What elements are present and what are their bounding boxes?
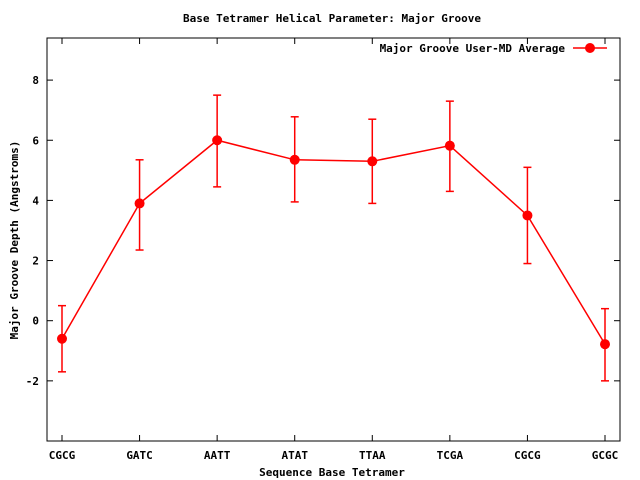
data-point [444, 140, 455, 151]
x-axis-ticks: CGCG GATC AATT ATAT TTAA TCGA CGCG GCGC [49, 38, 619, 462]
data-point [212, 135, 223, 146]
x-tick-label: ATAT [281, 449, 308, 462]
data-point [289, 154, 300, 165]
data-point [600, 339, 610, 350]
plot-frame [46, 37, 621, 442]
series-line [61, 139, 606, 345]
data-point [522, 210, 533, 221]
x-axis-label: Sequence Base Tetramer [259, 466, 405, 479]
series-layer [57, 94, 610, 382]
x-tick-label: CGCG [49, 449, 76, 462]
y-tick-label: 8 [32, 74, 39, 87]
data-point [367, 156, 378, 167]
y-tick-label: 2 [32, 255, 39, 268]
y-tick-label: 4 [32, 194, 39, 207]
x-tick-label: TCGA [437, 449, 464, 462]
y-axis-ticks: -2 0 2 4 6 8 [26, 74, 620, 388]
legend: Major Groove User-MD Average [380, 42, 607, 55]
y-tick-label: -2 [26, 375, 39, 388]
x-tick-label: TTAA [359, 449, 386, 462]
y-axis-label: Major Groove Depth (Angstroms) [8, 141, 21, 340]
legend-series-marker [585, 43, 595, 53]
x-tick-label: GCGC [592, 449, 619, 462]
y-tick-label: 0 [32, 315, 39, 328]
data-point [134, 198, 145, 209]
x-tick-label: CGCG [514, 449, 541, 462]
x-tick-label: AATT [204, 449, 231, 462]
chart-title: Base Tetramer Helical Parameter: Major G… [183, 12, 481, 25]
legend-series-label: Major Groove User-MD Average [380, 42, 566, 55]
data-point [57, 333, 67, 344]
x-tick-label: GATC [126, 449, 153, 462]
y-tick-label: 6 [32, 134, 39, 147]
